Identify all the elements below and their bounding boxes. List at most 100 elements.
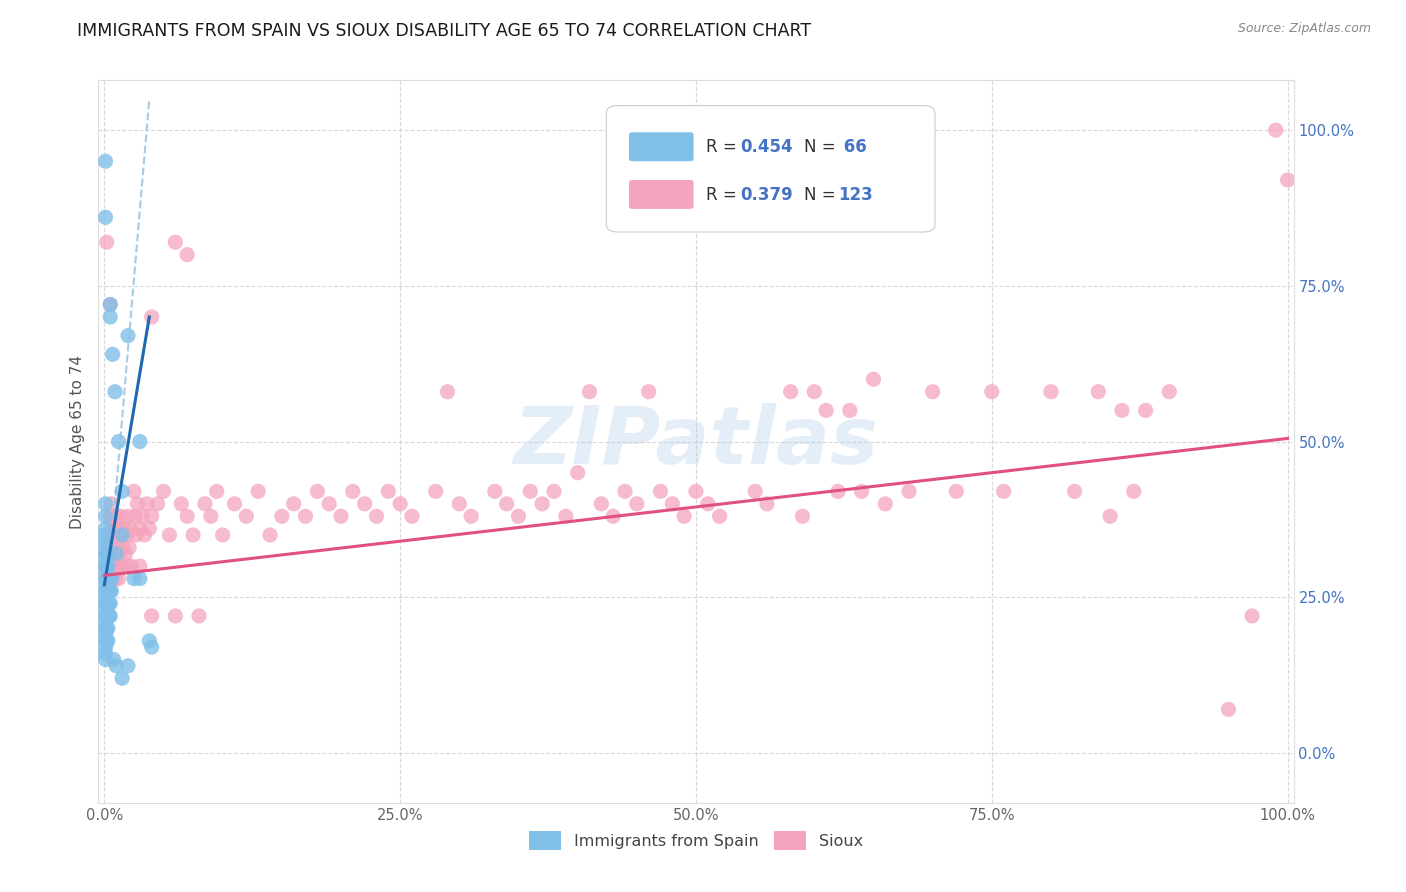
Sioux: [815, 403, 838, 417]
Immigrants from Spain: [97, 633, 120, 648]
Sioux: [980, 384, 1002, 399]
Sioux: [176, 248, 198, 262]
Immigrants from Spain: [117, 658, 139, 673]
Sioux: [96, 572, 118, 586]
Sioux: [318, 497, 340, 511]
Immigrants from Spain: [96, 621, 118, 635]
Sioux: [366, 509, 388, 524]
Sioux: [578, 384, 600, 399]
Sioux: [1277, 173, 1299, 187]
Text: ZIPatlas: ZIPatlas: [513, 402, 879, 481]
Immigrants from Spain: [94, 509, 117, 524]
Sioux: [101, 509, 124, 524]
Sioux: [134, 528, 156, 542]
Immigrants from Spain: [96, 547, 118, 561]
FancyBboxPatch shape: [606, 105, 935, 232]
Sioux: [211, 528, 233, 542]
Sioux: [100, 497, 122, 511]
Immigrants from Spain: [101, 347, 124, 361]
Sioux: [401, 509, 423, 524]
Immigrants from Spain: [111, 484, 134, 499]
Sioux: [495, 497, 517, 511]
Sioux: [205, 484, 228, 499]
Sioux: [107, 534, 129, 549]
Sioux: [567, 466, 589, 480]
Sioux: [851, 484, 873, 499]
Sioux: [353, 497, 375, 511]
Sioux: [519, 484, 541, 499]
Sioux: [200, 509, 222, 524]
Sioux: [152, 484, 174, 499]
Immigrants from Spain: [94, 522, 117, 536]
Sioux: [138, 522, 160, 536]
Immigrants from Spain: [94, 559, 117, 574]
Text: Source: ZipAtlas.com: Source: ZipAtlas.com: [1237, 22, 1371, 36]
Immigrants from Spain: [111, 671, 134, 685]
Sioux: [98, 509, 121, 524]
Sioux: [637, 384, 659, 399]
Immigrants from Spain: [94, 603, 117, 617]
Sioux: [330, 509, 353, 524]
Immigrants from Spain: [97, 584, 120, 599]
Sioux: [792, 509, 814, 524]
Sioux: [128, 522, 150, 536]
Sioux: [114, 547, 136, 561]
Sioux: [108, 547, 131, 561]
Y-axis label: Disability Age 65 to 74: Disability Age 65 to 74: [70, 354, 86, 529]
Sioux: [188, 609, 211, 624]
Immigrants from Spain: [107, 434, 129, 449]
Sioux: [176, 509, 198, 524]
Sioux: [170, 497, 193, 511]
Immigrants from Spain: [94, 154, 117, 169]
Sioux: [673, 509, 696, 524]
Sioux: [875, 497, 897, 511]
Sioux: [105, 509, 128, 524]
Immigrants from Spain: [94, 597, 117, 611]
Sioux: [111, 528, 134, 542]
Sioux: [484, 484, 506, 499]
Sioux: [1087, 384, 1109, 399]
Immigrants from Spain: [94, 627, 117, 641]
Sioux: [98, 297, 121, 311]
Sioux: [247, 484, 270, 499]
Immigrants from Spain: [141, 640, 163, 654]
Sioux: [838, 403, 860, 417]
Sioux: [554, 509, 576, 524]
Immigrants from Spain: [97, 559, 120, 574]
Sioux: [105, 522, 128, 536]
Immigrants from Spain: [104, 384, 127, 399]
Immigrants from Spain: [94, 547, 117, 561]
Immigrants from Spain: [98, 609, 121, 624]
Immigrants from Spain: [128, 434, 150, 449]
Immigrants from Spain: [94, 553, 117, 567]
Text: 123: 123: [838, 186, 873, 204]
Immigrants from Spain: [98, 584, 121, 599]
FancyBboxPatch shape: [628, 180, 693, 209]
Sioux: [97, 528, 120, 542]
Sioux: [294, 509, 316, 524]
Sioux: [105, 547, 128, 561]
Sioux: [117, 559, 139, 574]
Sioux: [127, 497, 149, 511]
Sioux: [125, 528, 148, 542]
Immigrants from Spain: [138, 633, 160, 648]
Immigrants from Spain: [94, 572, 117, 586]
Immigrants from Spain: [94, 497, 117, 511]
Sioux: [165, 235, 187, 250]
Immigrants from Spain: [94, 640, 117, 654]
Immigrants from Spain: [96, 559, 118, 574]
Immigrants from Spain: [94, 566, 117, 580]
Sioux: [389, 497, 412, 511]
Sioux: [141, 609, 163, 624]
Sioux: [543, 484, 565, 499]
Sioux: [270, 509, 292, 524]
Sioux: [425, 484, 447, 499]
Sioux: [141, 509, 163, 524]
Sioux: [224, 497, 246, 511]
Sioux: [146, 497, 169, 511]
Immigrants from Spain: [98, 609, 121, 624]
Immigrants from Spain: [128, 572, 150, 586]
Sioux: [591, 497, 613, 511]
Sioux: [744, 484, 766, 499]
Sioux: [803, 384, 825, 399]
